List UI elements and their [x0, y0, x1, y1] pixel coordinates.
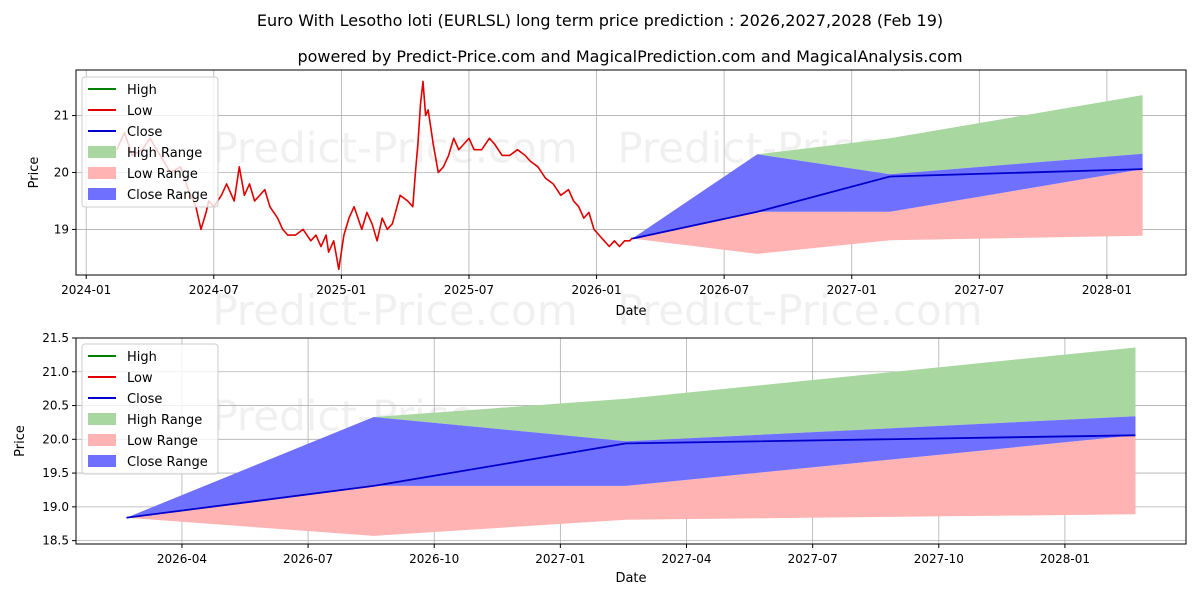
y-tick-label: 19.5	[42, 466, 69, 480]
x-tick-label: 2026-01	[571, 283, 621, 297]
y-tick-label: 19.0	[42, 500, 69, 514]
x-tick-label: 2028-01	[1082, 283, 1132, 297]
legend-label: Low Range	[127, 167, 198, 182]
legend-label: Low Range	[127, 434, 198, 449]
y-axis-label: Price	[27, 157, 42, 189]
legend-swatch-high-range	[88, 413, 116, 425]
x-tick-label: 2026-04	[157, 552, 207, 566]
close-range-area	[632, 153, 1143, 239]
legend-label: High	[127, 83, 157, 98]
x-tick-label: 2025-01	[316, 283, 366, 297]
x-tick-label: 2027-01	[535, 552, 585, 566]
x-tick-label: 2025-07	[444, 283, 494, 297]
y-tick-label: 20.0	[42, 432, 69, 446]
legend-label: Close	[127, 125, 162, 140]
high-range-area	[632, 95, 1143, 239]
low-price-history-line	[116, 80, 633, 271]
chart-title: Euro With Lesotho loti (EURLSL) long ter…	[257, 11, 943, 30]
legend-label: High	[127, 350, 157, 365]
chart-subtitle: powered by Predict-Price.com and Magical…	[297, 47, 962, 66]
legend: High Low Close High Range Low Range Close Ran…	[81, 76, 219, 208]
x-tick-label: 2027-01	[827, 283, 877, 297]
low-range-area	[126, 435, 1136, 536]
close-forecast-line	[126, 434, 1136, 519]
legend-label: Close	[127, 392, 162, 407]
x-tick-label: 2026-10	[409, 552, 459, 566]
x-tick-label: 2027-07	[788, 552, 838, 566]
plot-frame	[75, 337, 1187, 545]
x-tick-label: 2027-04	[661, 552, 711, 566]
watermark-text: Predict-Price.com	[617, 286, 982, 335]
x-tick-label: 2028-01	[1040, 552, 1090, 566]
x-tick-label: 2026-07	[699, 283, 749, 297]
x-axis-label: Date	[615, 304, 646, 319]
y-tick-label: 21.0	[42, 365, 69, 379]
legend-label: Close Range	[127, 188, 208, 203]
close-forecast-line	[632, 168, 1143, 240]
x-tick-label: 2026-07	[283, 552, 333, 566]
x-axis-label: Date	[615, 571, 646, 586]
legend-label: Close Range	[127, 455, 208, 470]
legend-swatch-close-range	[88, 455, 116, 467]
legend-swatch-low-range	[88, 167, 116, 179]
y-tick-label: 20	[54, 166, 69, 180]
x-tick-label: 2027-10	[914, 552, 964, 566]
legend-swatch-close-range	[88, 188, 116, 200]
legend-swatch-high-range	[88, 146, 116, 158]
high-range-area	[126, 347, 1136, 518]
legend-label: High Range	[127, 413, 202, 428]
x-tick-label: 2027-07	[954, 283, 1004, 297]
low-range-area	[632, 169, 1143, 254]
y-axis-label: Price	[13, 425, 28, 457]
y-tick-label: 18.5	[42, 534, 69, 548]
long-term-chart-panel: Predict-Price.com Predict-Price.com Predic…	[27, 69, 1187, 335]
close-range-area	[126, 416, 1136, 518]
forecast-zoom-chart-panel: Predict-Price.comPredict-Price.com2026-0…	[13, 331, 1187, 586]
watermark-text: Predict-Price.com	[212, 123, 577, 172]
legend-label: Low	[127, 104, 153, 119]
legend: High Low Close High Range Low Range Close Ran…	[81, 343, 219, 475]
x-tick-label: 2024-01	[61, 283, 111, 297]
y-tick-label: 19	[54, 222, 69, 236]
x-tick-label: 2024-07	[189, 283, 239, 297]
y-tick-label: 20.5	[42, 399, 69, 413]
legend-label: Low	[127, 371, 153, 386]
y-tick-label: 21	[54, 109, 69, 123]
y-tick-label: 21.5	[42, 331, 69, 345]
watermark-text: Predict-Price.com	[212, 286, 577, 335]
legend-swatch-low-range	[88, 434, 116, 446]
legend-label: High Range	[127, 146, 202, 161]
